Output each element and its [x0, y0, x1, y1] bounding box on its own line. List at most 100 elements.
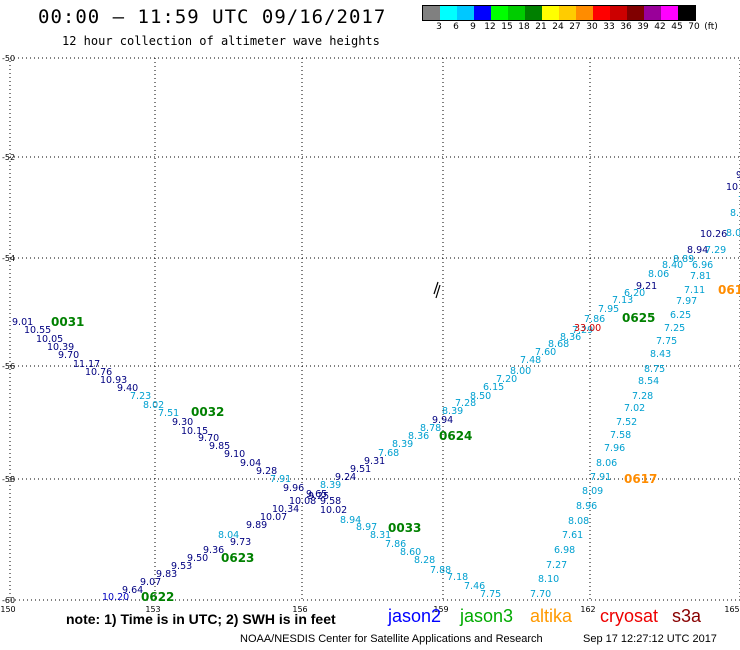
track-id-label: 0622: [141, 590, 174, 604]
swh-value: 8.04: [218, 530, 239, 541]
swh-value: 9.04: [240, 458, 261, 469]
legend-swatch: [457, 6, 474, 20]
legend-swatch: [542, 6, 559, 20]
legend-label: 15: [501, 22, 513, 32]
legend-cryosat: cryosat: [600, 606, 659, 626]
lat-label: -58: [2, 475, 15, 484]
swh-value: 8.68: [548, 339, 569, 350]
swh-value: 8.94: [340, 515, 361, 526]
lon-label: 156: [292, 605, 307, 614]
swh-value: 7.91: [590, 472, 611, 483]
swh-value: 7.58: [610, 430, 631, 441]
credit-text: NOAA/NESDIS Center for Satellite Applica…: [240, 633, 543, 645]
swh-value: 9.30: [172, 417, 193, 428]
track-id-label: 0623: [221, 551, 254, 565]
color-scale-legend: [422, 5, 696, 21]
swh-value: 8.39: [320, 480, 341, 491]
swh-value: 9.36: [203, 545, 224, 556]
swh-value: 8.78: [420, 423, 441, 434]
legend-label: 27: [569, 22, 581, 32]
swh-value: 7.86: [385, 539, 406, 550]
swh-value: 7.25: [664, 323, 685, 334]
swh-value: 10.55: [24, 325, 51, 336]
timestamp-text: Sep 17 12:27:12 UTC 2017: [583, 633, 717, 645]
swh-value: 8.43: [650, 349, 671, 360]
swh-value: 7.29: [705, 245, 726, 256]
swh-value: 10.39: [47, 342, 74, 353]
legend-swatch: [627, 6, 644, 20]
legend-label: 18: [518, 22, 530, 32]
swh-value: 6.15: [483, 382, 504, 393]
track-id-label: 0624: [439, 429, 472, 443]
swh-value: 8.10: [538, 574, 559, 585]
swh-value: 7.60: [535, 347, 556, 358]
legend-swatch: [491, 6, 508, 20]
swh-value: 9.73: [230, 537, 251, 548]
swh-value: 11.17: [73, 359, 100, 370]
swh-value: 7.20: [496, 374, 517, 385]
legend-label: (ft): [704, 22, 718, 32]
legend-label: 39: [637, 22, 649, 32]
legend-label: 33: [603, 22, 615, 32]
legend-swatch: [678, 6, 695, 20]
swh-value: 8.54: [638, 376, 659, 387]
swh-value: 7.28: [632, 391, 653, 402]
swh-value: 10.76: [85, 367, 112, 378]
legend-swatch: [644, 6, 661, 20]
swh-value: 8.06: [596, 458, 617, 469]
swh-value: 8.09: [582, 486, 603, 497]
swh-value: 7.18: [447, 572, 468, 583]
legend-swatch: [423, 6, 440, 20]
track-id-label: 0032: [191, 405, 224, 419]
swh-value: 10.93: [100, 375, 127, 386]
swh-value: 9.24: [335, 472, 356, 483]
swh-value: 9.64: [122, 585, 143, 596]
legend-swatch: [593, 6, 610, 20]
swh-value: 7.11: [684, 285, 705, 296]
lat-label: -52: [2, 153, 15, 162]
track-id-label: 0617: [624, 472, 657, 486]
swh-value: 7.96: [604, 443, 625, 454]
swh-value: 9.94: [432, 415, 453, 426]
legend-altika: altika: [530, 606, 573, 626]
swh-value: 6.98: [554, 545, 575, 556]
swh-value: 8.39: [442, 406, 463, 417]
lat-label: -50: [2, 54, 15, 63]
swh-value: 7.27: [546, 560, 567, 571]
lon-label: 165: [724, 605, 739, 614]
swh-value: 9.70: [58, 350, 79, 361]
swh-value: 7.02: [624, 403, 645, 414]
swh-value: 7.91: [270, 474, 291, 485]
swh-value: 8.36: [408, 431, 429, 442]
swh-value: 10.15: [181, 426, 208, 437]
page-title: 00:00 – 11:59 UTC 09/16/2017: [38, 6, 387, 28]
legend-swatch: [508, 6, 525, 20]
swh-value: 7.86: [584, 314, 605, 325]
swh-value: 9.25: [308, 491, 329, 502]
swh-value: 6.20: [624, 288, 645, 299]
swh-value: 7.9: [738, 195, 740, 206]
swh-value: 9.96: [283, 483, 304, 494]
swh-value: 10.34: [272, 504, 299, 515]
swh-value: 8.01: [726, 228, 740, 239]
legend-label: 12: [484, 22, 496, 32]
legend-swatch: [440, 6, 457, 20]
swh-value: 8.60: [730, 208, 740, 219]
legend-label: 24: [552, 22, 564, 32]
legend-swatch: [474, 6, 491, 20]
swh-value: 9.21: [636, 281, 657, 292]
legend-jason2: jason2: [388, 606, 442, 626]
swh-value: 9.65: [306, 489, 327, 500]
swh-value: 8.08: [568, 516, 589, 527]
swh-value: 10.08: [289, 496, 316, 507]
swh-value: 9.89: [246, 520, 267, 531]
legend-label: 9: [470, 22, 476, 32]
track-id-label: 0031: [51, 315, 84, 329]
legend-label: 30: [586, 22, 598, 32]
swh-value: 7.81: [690, 271, 711, 282]
swh-value: 10.05: [36, 334, 63, 345]
track-direction-icon: [433, 281, 441, 299]
lon-label: 162: [580, 605, 595, 614]
